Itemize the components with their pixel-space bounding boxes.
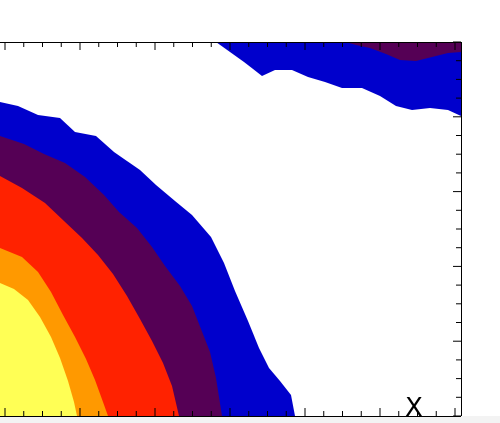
axis-ticks [4,41,461,417]
upper-contour-level-1 [216,42,461,116]
contour-level-5 [0,283,77,416]
bottom-strip [0,416,500,423]
upper-contour-level-2 [346,42,461,61]
x-axis-label: X [405,393,423,423]
